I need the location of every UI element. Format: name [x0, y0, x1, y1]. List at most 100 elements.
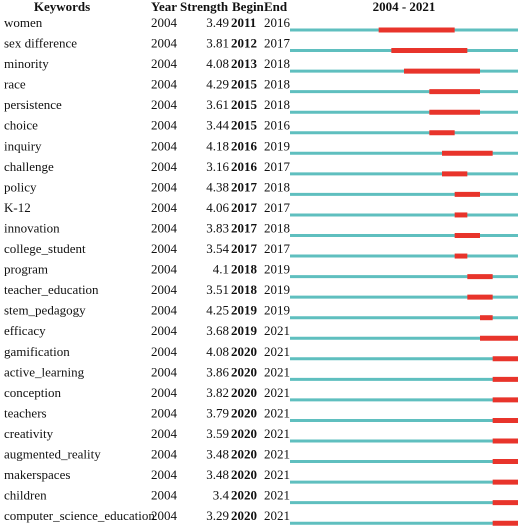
begin: 2015	[231, 118, 258, 133]
end: 2021	[264, 385, 290, 400]
begin: 2016	[231, 138, 258, 153]
strength: 4.06	[206, 200, 229, 215]
year: 2004	[151, 467, 178, 482]
keyword: K-12	[4, 200, 31, 215]
keyword: college_student	[4, 241, 86, 256]
year: 2004	[151, 508, 178, 523]
end: 2016	[264, 118, 291, 133]
strength: 3.44	[206, 118, 229, 133]
strength: 4.25	[206, 303, 229, 318]
header-end: End	[264, 0, 288, 14]
begin: 2020	[231, 508, 257, 523]
end: 2021	[264, 426, 290, 441]
strength: 3.61	[206, 97, 229, 112]
year: 2004	[151, 344, 178, 359]
begin: 2020	[231, 405, 257, 420]
begin: 2017	[231, 241, 258, 256]
keyword: conception	[4, 385, 62, 400]
begin: 2020	[231, 385, 257, 400]
keyword: augmented_reality	[4, 447, 101, 462]
strength: 4.08	[206, 56, 229, 71]
keyword: race	[4, 77, 26, 92]
year: 2004	[151, 56, 178, 71]
keyword: teachers	[4, 405, 47, 420]
begin: 2020	[231, 488, 257, 503]
begin: 2019	[231, 323, 258, 338]
end: 2021	[264, 467, 290, 482]
year: 2004	[151, 282, 178, 297]
keyword: challenge	[4, 159, 54, 174]
strength: 3.82	[206, 385, 229, 400]
end: 2019	[264, 262, 290, 277]
strength: 3.16	[206, 159, 229, 174]
header-year: Year	[151, 0, 177, 14]
strength: 3.59	[206, 426, 229, 441]
end: 2021	[264, 488, 290, 503]
year: 2004	[151, 364, 178, 379]
begin: 2020	[231, 426, 257, 441]
year: 2004	[151, 138, 178, 153]
end: 2018	[264, 56, 290, 71]
strength: 4.18	[206, 138, 229, 153]
year: 2004	[151, 262, 178, 277]
header-timeline: 2004 - 2021	[373, 0, 436, 14]
strength: 3.54	[206, 241, 229, 256]
strength: 3.49	[206, 15, 229, 30]
strength: 3.83	[206, 220, 229, 235]
end: 2017	[264, 200, 291, 215]
end: 2019	[264, 303, 290, 318]
end: 2021	[264, 344, 290, 359]
year: 2004	[151, 179, 178, 194]
keyword: inquiry	[4, 138, 42, 153]
strength: 4.38	[206, 179, 229, 194]
begin: 2020	[231, 447, 257, 462]
keyword: children	[4, 488, 47, 503]
begin: 2017	[231, 220, 258, 235]
keyword: stem_pedagogy	[4, 303, 86, 318]
end: 2017	[264, 36, 291, 51]
strength: 3.29	[206, 508, 229, 523]
keyword: program	[4, 262, 48, 277]
begin: 2011	[231, 15, 256, 30]
end: 2021	[264, 447, 290, 462]
keyword: efficacy	[4, 323, 46, 338]
end: 2018	[264, 220, 290, 235]
strength: 3.51	[206, 282, 229, 297]
keyword: policy	[4, 179, 37, 194]
begin: 2018	[231, 262, 258, 277]
end: 2021	[264, 508, 290, 523]
end: 2017	[264, 159, 291, 174]
strength: 3.48	[206, 467, 229, 482]
year: 2004	[151, 447, 178, 462]
begin: 2020	[231, 344, 257, 359]
year: 2004	[151, 220, 178, 235]
year: 2004	[151, 323, 178, 338]
begin: 2015	[231, 77, 258, 92]
keyword: teacher_education	[4, 282, 99, 297]
begin: 2020	[231, 364, 257, 379]
strength: 3.48	[206, 447, 229, 462]
keyword: persistence	[4, 97, 62, 112]
keyword: gamification	[4, 344, 70, 359]
end: 2021	[264, 323, 290, 338]
begin: 2013	[231, 56, 258, 71]
year: 2004	[151, 36, 178, 51]
year: 2004	[151, 385, 178, 400]
end: 2017	[264, 241, 291, 256]
strength: 4.1	[213, 262, 229, 277]
year: 2004	[151, 15, 178, 30]
year: 2004	[151, 118, 178, 133]
begin: 2020	[231, 467, 257, 482]
begin: 2017	[231, 179, 258, 194]
keyword: sex difference	[4, 36, 77, 51]
keyword: choice	[4, 118, 38, 133]
keyword: minority	[4, 56, 49, 71]
strength: 3.4	[213, 488, 230, 503]
end: 2019	[264, 138, 290, 153]
year: 2004	[151, 303, 178, 318]
strength: 3.81	[206, 36, 229, 51]
year: 2004	[151, 200, 178, 215]
keyword: computer_science_education	[4, 508, 155, 523]
year: 2004	[151, 159, 178, 174]
begin: 2016	[231, 159, 258, 174]
